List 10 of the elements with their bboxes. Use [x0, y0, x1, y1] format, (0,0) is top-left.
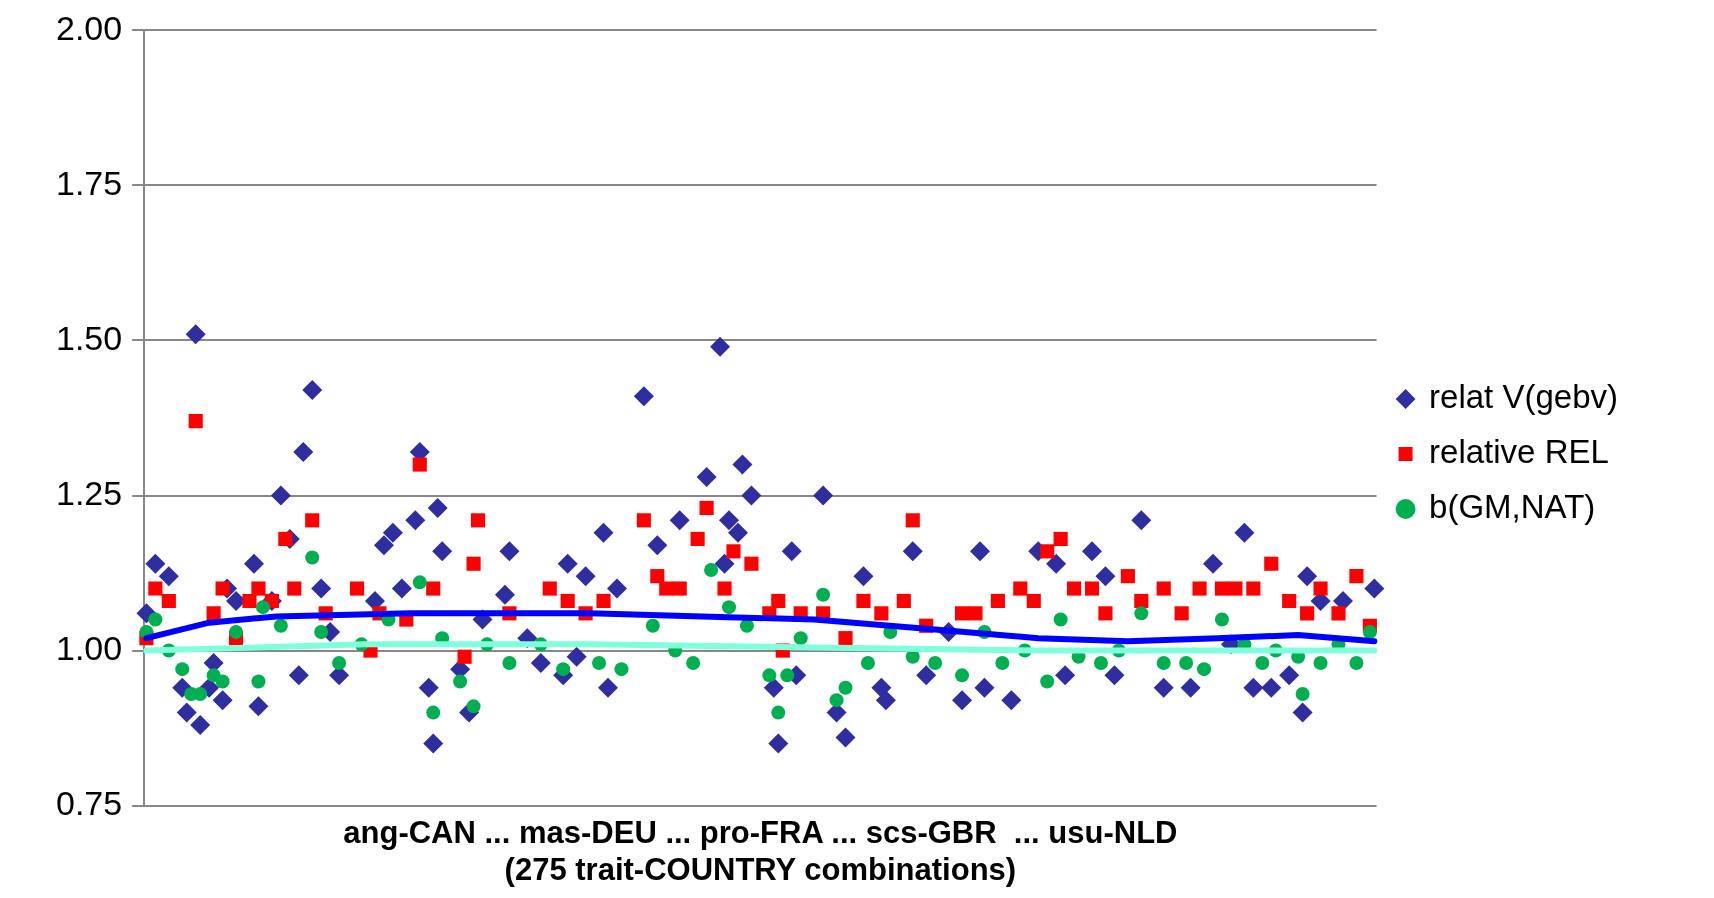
legend-label: relative REL	[1429, 433, 1609, 471]
legend-label: b(GM,NAT)	[1429, 488, 1596, 526]
y-tick-label: 1.00	[55, 628, 123, 667]
y-tick-label: 1.50	[55, 318, 123, 357]
y-tick-label: 1.75	[55, 163, 123, 202]
legend-label: relat V(gebv)	[1429, 378, 1619, 416]
y-tick-label: 1.25	[55, 473, 123, 512]
y-tick-label: 2.00	[55, 8, 123, 47]
y-tick-label: 0.75	[55, 783, 123, 822]
x-axis-title: ang-CAN ... mas-DEU ... pro-FRA ... scs-GBR ... usu-NLD (275 trait-COUNTRY combinations)	[343, 814, 1178, 887]
